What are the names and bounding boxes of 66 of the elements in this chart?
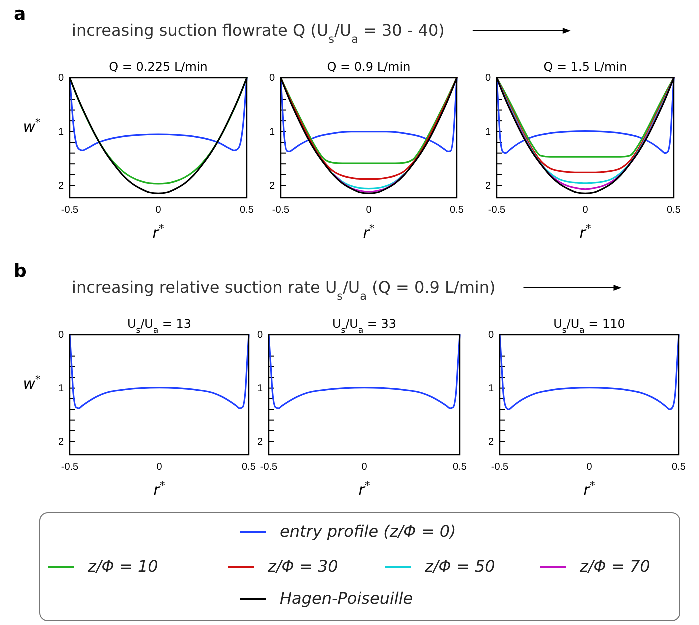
x-tick-label: 0.5 (450, 205, 464, 216)
chart-title: Q = 0.9 L/min (327, 60, 411, 74)
legend-label: z/Φ = 50 (424, 557, 496, 576)
line-series (333, 174, 405, 193)
x-tick-label: 0 (582, 205, 589, 216)
x-tick-label: -0.5 (488, 205, 506, 216)
line-series (69, 334, 250, 410)
x-tick-label: 0.5 (667, 205, 682, 216)
x-tick-label: 0.5 (240, 205, 254, 216)
y-tick-label: 0 (269, 73, 276, 84)
chart-title: Q = 0.225 L/min (109, 60, 208, 74)
chart-title: U$_{s}$/U$_{a}$ = 110 (554, 317, 626, 335)
line-series (268, 334, 461, 410)
x-tick-label: -0.5 (491, 462, 510, 474)
x-tick-label: -0.5 (61, 462, 80, 474)
y-tick-label: 0 (58, 73, 64, 84)
y-tick-label: 2 (488, 436, 494, 448)
chart-title: U$_{s}$/U$_{a}$ = 13 (127, 317, 192, 335)
y-axis-title: w$^{*}$ (23, 374, 41, 393)
legend-label: z/Φ = 70 (579, 557, 650, 576)
line-series (333, 174, 405, 190)
x-tick-label: 0.5 (672, 462, 686, 474)
legend-label: Hagen-Poiseuille (280, 589, 414, 608)
legend-label: entry profile (z/Φ = 0) (280, 522, 456, 541)
x-tick-label: 0.5 (453, 462, 468, 474)
y-tick-label: 0 (485, 73, 492, 84)
x-tick-label: 0 (156, 205, 162, 216)
y-tick-label: 1 (58, 384, 64, 395)
legend-label: z/Φ = 30 (267, 557, 338, 576)
x-tick-label: 0 (366, 205, 372, 216)
x-axis-title: r$^{*}$ (152, 223, 164, 242)
x-axis-title: r$^{*}$ (358, 480, 370, 499)
x-tick-label: 0 (586, 462, 593, 474)
x-axis-title: r$^{*}$ (580, 223, 592, 242)
chart-title: U$_{s}$/U$_{a}$ = 33 (332, 317, 397, 335)
text: increasing relative suction rate U$_{s}$/U$_{a}$ (Q = 0.9 L/min) (72, 278, 496, 302)
y-tick-label: 0 (488, 330, 494, 342)
x-tick-label: 0.5 (242, 462, 256, 474)
x-tick-label: 0 (156, 462, 163, 474)
line-series (69, 77, 248, 152)
y-tick-label: 2 (485, 180, 492, 192)
y-tick-label: 2 (58, 180, 64, 192)
y-tick-label: 2 (58, 436, 64, 448)
text: a (14, 4, 26, 25)
line-series (499, 334, 680, 410)
text: b (14, 261, 27, 282)
x-tick-label: -0.5 (272, 205, 290, 216)
x-tick-label: -0.5 (260, 462, 278, 474)
legend-label: z/Φ = 10 (87, 557, 158, 576)
y-tick-label: 1 (485, 127, 492, 138)
chart-title: Q = 1.5 L/min (544, 60, 628, 74)
y-axis-title: w$^{*}$ (23, 117, 41, 136)
x-tick-label: 0 (362, 462, 368, 474)
y-tick-label: 1 (488, 384, 494, 395)
y-tick-label: 0 (257, 330, 264, 342)
x-tick-label: -0.5 (61, 205, 80, 216)
y-tick-label: 1 (58, 127, 64, 138)
y-tick-label: 1 (257, 384, 264, 395)
text: increasing suction flowrate Q (U$_{s}$/U$_{a}$ = 30 - 40) (72, 21, 445, 46)
y-tick-label: 2 (257, 436, 264, 448)
y-tick-label: 1 (269, 127, 276, 138)
x-axis-title: r$^{*}$ (584, 480, 596, 499)
x-axis-title: r$^{*}$ (154, 480, 166, 499)
y-tick-label: 2 (269, 180, 276, 192)
y-tick-label: 0 (58, 330, 64, 342)
x-axis-title: r$^{*}$ (363, 223, 375, 242)
